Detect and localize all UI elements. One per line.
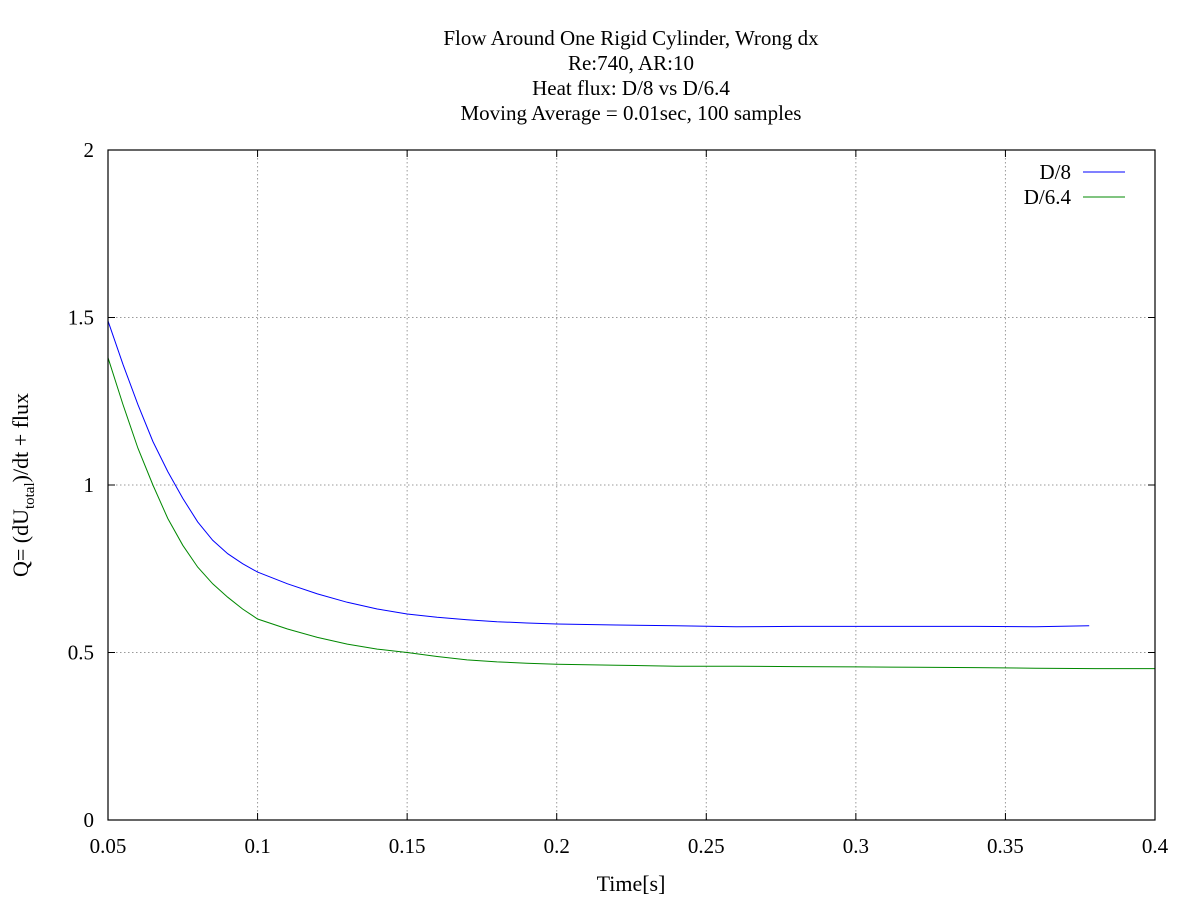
x-axis-ticks: 0.05 0.1 0.15 0.2 0.25 0.3 0.35 0.4 [90, 150, 1169, 858]
series-lines [107, 320, 1155, 670]
y-axis-label-subscript: total [22, 482, 38, 509]
legend-label: D/6.4 [1024, 185, 1072, 209]
chart-title-line-3: Heat flux: D/8 vs D/6.4 [532, 76, 730, 100]
legend-label: D/8 [1040, 160, 1072, 184]
x-tick-label: 0.2 [544, 834, 570, 858]
chart-title-block: Flow Around One Rigid Cylinder, Wrong dx… [443, 26, 819, 125]
series-line-2 [107, 357, 1155, 670]
x-tick-label: 0.25 [688, 834, 725, 858]
y-tick-label: 1 [84, 473, 95, 497]
y-tick-label: 1.5 [68, 306, 94, 330]
y-tick-label: 0 [84, 808, 95, 832]
x-tick-label: 0.15 [389, 834, 426, 858]
series-line-1 [107, 320, 1090, 628]
y-axis-ticks: 0 0.5 1 1.5 2 [68, 138, 1155, 832]
x-axis-label: Time[s] [597, 871, 666, 896]
y-tick-label: 0.5 [68, 641, 94, 665]
y-axis-label: Q= (dUtotal)/dt + flux [8, 393, 38, 577]
y-axis-label-suffix: )/dt + flux [8, 393, 33, 482]
legend: D/8D/6.4 [1024, 160, 1125, 209]
x-tick-label: 0.3 [843, 834, 869, 858]
y-tick-label: 2 [84, 138, 95, 162]
chart-title-line-4: Moving Average = 0.01sec, 100 samples [461, 101, 802, 125]
x-tick-label: 0.4 [1142, 834, 1169, 858]
x-tick-label: 0.05 [90, 834, 127, 858]
chart-title-line-1: Flow Around One Rigid Cylinder, Wrong dx [443, 26, 819, 50]
y-axis-label-prefix: Q= (dU [8, 509, 33, 577]
grid-lines [108, 150, 1155, 820]
x-tick-label: 0.35 [987, 834, 1024, 858]
chart-title-line-2: Re:740, AR:10 [568, 51, 694, 75]
x-tick-label: 0.1 [244, 834, 270, 858]
